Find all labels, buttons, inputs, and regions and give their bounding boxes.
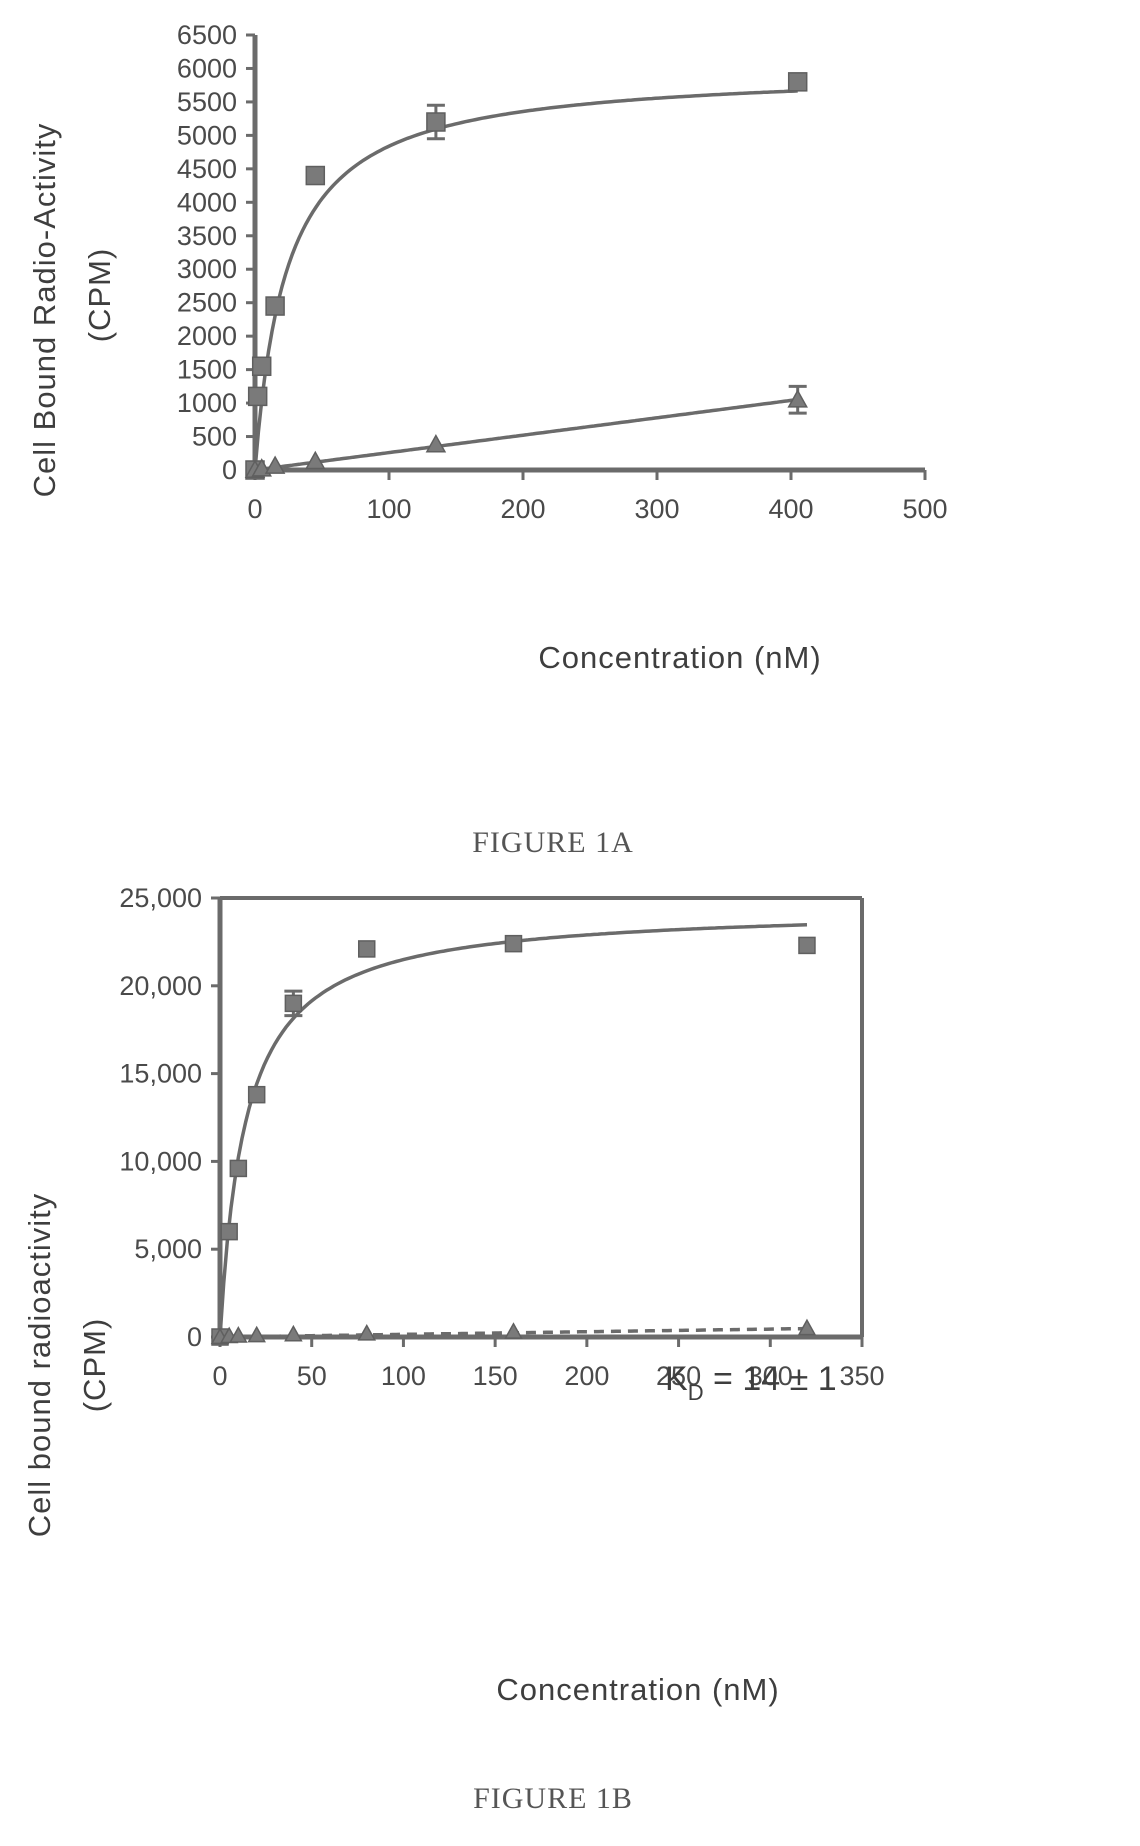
- x-tick-label: 50: [297, 1361, 327, 1391]
- data-point-square: [265, 296, 285, 316]
- chart-1a-y-axis-title-line1: Cell Bound Radio-Activity: [27, 123, 62, 498]
- data-point-triangle: [305, 450, 326, 470]
- data-point-triangle: [797, 1318, 817, 1336]
- fit-curve-series-1: [253, 89, 798, 471]
- y-tick-label: 6000: [177, 53, 237, 83]
- x-tick-label: 0: [212, 1361, 227, 1391]
- y-tick-label: 15,000: [119, 1059, 202, 1089]
- x-tick-label: 350: [839, 1361, 884, 1391]
- x-tick-label: 100: [366, 494, 411, 524]
- chart-1b-x-ticks: 0 50 100 150 200 250 300 350: [212, 1337, 885, 1391]
- y-tick-label: 4000: [177, 187, 237, 217]
- data-point-triangle: [504, 1322, 523, 1339]
- data-point-square: [426, 112, 446, 132]
- y-tick-label: 1500: [177, 355, 237, 385]
- x-tick-label: 200: [500, 494, 545, 524]
- y-tick-label: 20,000: [119, 971, 202, 1001]
- y-tick-label: 0: [187, 1322, 202, 1352]
- data-point-triangle: [787, 389, 808, 408]
- y-tick-label: 5000: [177, 120, 237, 150]
- data-point-triangle: [229, 1326, 248, 1343]
- y-tick-label: 3000: [177, 254, 237, 284]
- chart-1b: 0 5,000 10,000 15,000 20,000 25,000 0 50 100 150…: [22, 883, 885, 1815]
- y-tick-label: 2500: [177, 288, 237, 318]
- x-tick-label: 150: [473, 1361, 518, 1391]
- kd-symbol: K: [665, 1360, 688, 1398]
- y-tick-label: 5500: [177, 87, 237, 117]
- chart-1b-y-axis-title-line2: (CPM): [77, 1318, 112, 1413]
- data-point-square: [787, 72, 808, 92]
- data-point-triangle: [357, 1323, 377, 1341]
- x-tick-label: 100: [381, 1361, 426, 1391]
- data-point-triangle: [247, 1325, 266, 1343]
- data-point-square: [284, 994, 303, 1013]
- data-point-square: [798, 936, 816, 955]
- chart-1b-x-axis-title: Concentration (nM): [496, 1672, 779, 1707]
- y-tick-label: 25,000: [119, 883, 202, 913]
- chart-1b-y-axis-title-line1: Cell bound radioactivity: [22, 1193, 57, 1538]
- chart-1b-fit-curves: [218, 923, 808, 1339]
- chart-1b-data-points: [210, 934, 817, 1346]
- data-point-square: [357, 940, 376, 958]
- data-point-square: [229, 1159, 248, 1178]
- fit-curve-series-2: [254, 397, 798, 472]
- chart-1b-y-ticks: 0 5,000 10,000 15,000 20,000 25,000: [119, 883, 220, 1352]
- x-tick-label: 250: [656, 1361, 701, 1391]
- chart-1a-y-axis-title-line2: (CPM): [82, 248, 117, 343]
- chart-1b-caption: FIGURE 1B: [473, 1782, 633, 1815]
- y-tick-label: 1000: [177, 388, 237, 418]
- y-tick-label: 2000: [177, 321, 237, 351]
- chart-1a-axes: [252, 35, 925, 473]
- chart-1a-x-ticks: 0 100 200 300 400 500: [247, 470, 948, 524]
- kd-subscript: D: [688, 1380, 704, 1405]
- y-tick-label: 10,000: [119, 1146, 202, 1176]
- data-point-triangle: [264, 455, 286, 474]
- data-point-square: [247, 386, 268, 407]
- data-point-square: [305, 165, 326, 186]
- chart-1b-axes: [217, 896, 864, 1340]
- chart-1a-caption: FIGURE 1A: [472, 826, 634, 859]
- fit-curve-series-1: [218, 923, 808, 1338]
- x-tick-label: 500: [902, 494, 947, 524]
- data-point-square: [220, 1222, 238, 1241]
- kd-value: = 14 ± 1: [704, 1360, 837, 1398]
- y-tick-label: 0: [222, 455, 237, 485]
- chart-1a-x-axis-title: Concentration (nM): [538, 640, 821, 675]
- data-point-square: [504, 934, 523, 953]
- chart-1a-data-points: [244, 72, 808, 480]
- y-tick-label: 500: [192, 422, 237, 452]
- data-point-triangle: [425, 434, 447, 453]
- chart-1b-kd-annotation: KD = 14 ± 1: [665, 1360, 837, 1405]
- x-tick-label: 400: [768, 494, 813, 524]
- x-tick-label: 0: [247, 494, 262, 524]
- x-tick-label: 300: [748, 1361, 793, 1391]
- chart-1a-fit-curves: [253, 89, 798, 472]
- x-tick-label: 200: [564, 1361, 609, 1391]
- data-point-square: [247, 1085, 266, 1104]
- chart-1a: 0500100015002000250030003500400045005000…: [27, 20, 948, 859]
- y-tick-label: 4500: [177, 154, 237, 184]
- y-tick-label: 5,000: [134, 1234, 202, 1264]
- data-point-square: [251, 356, 272, 377]
- x-tick-label: 300: [634, 494, 679, 524]
- data-point-triangle: [284, 1324, 303, 1342]
- y-tick-label: 6500: [177, 20, 237, 50]
- y-tick-label: 3500: [177, 221, 237, 251]
